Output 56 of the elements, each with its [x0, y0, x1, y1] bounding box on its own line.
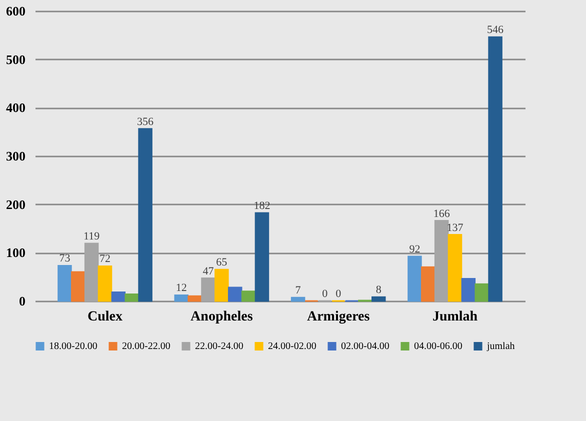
- data-label: 356: [137, 116, 154, 128]
- data-label: 8: [376, 284, 382, 296]
- bar: [254, 212, 270, 302]
- legend-label: 20.00-22.00: [122, 341, 170, 352]
- y-tick-label: 200: [6, 196, 26, 212]
- bar: [188, 295, 202, 302]
- bar: [58, 264, 72, 302]
- bar: [461, 278, 476, 302]
- data-label: 0: [322, 288, 328, 300]
- x-tick-label: Culex: [88, 310, 122, 324]
- data-label: 47: [202, 265, 214, 278]
- x-tick-label: Jumlah: [432, 310, 478, 324]
- bar: [488, 36, 502, 302]
- bar: [111, 292, 126, 302]
- data-label: 546: [487, 24, 504, 36]
- bar: [138, 128, 152, 302]
- y-tick-label: 400: [6, 100, 26, 116]
- legend-label: 22.00-24.00: [195, 341, 244, 352]
- y-tick-label: 300: [6, 148, 26, 164]
- bar: [228, 286, 242, 302]
- data-label: 72: [100, 253, 110, 266]
- x-tick-label: Anopheles: [190, 310, 254, 324]
- legend-label: 24.00-02.00: [268, 341, 316, 352]
- bar: [290, 296, 306, 302]
- data-label: 166: [433, 208, 450, 220]
- legend-label: 18.00-20.00: [49, 341, 98, 352]
- legend-label: 02.00-04.00: [341, 341, 390, 352]
- bar: [174, 294, 189, 302]
- bar: [201, 278, 216, 302]
- data-label: 119: [84, 230, 100, 242]
- data-label: 0: [336, 288, 342, 300]
- y-tick-label: 600: [6, 4, 26, 18]
- bar: [84, 242, 99, 302]
- bar: [124, 293, 139, 302]
- x-tick-label: Armigeres: [306, 310, 370, 324]
- bar: [214, 268, 229, 302]
- bar: [71, 271, 86, 302]
- data-label: 65: [216, 256, 228, 269]
- legend-label: jumlah: [486, 341, 515, 352]
- legend-label: 04.00-06.00: [414, 341, 462, 352]
- bar: [448, 234, 462, 302]
- data-label: 73: [59, 252, 71, 265]
- bar: [474, 283, 489, 302]
- bar: [421, 266, 436, 302]
- y-tick-label: 100: [6, 245, 26, 260]
- bar: [408, 256, 422, 302]
- bar: [241, 290, 256, 302]
- data-label: 137: [446, 222, 464, 234]
- y-tick-label: 0: [19, 294, 26, 308]
- bar: [371, 296, 386, 302]
- bar: [434, 220, 449, 302]
- data-label: 7: [295, 284, 302, 297]
- bar: [98, 265, 112, 302]
- data-label: 12: [176, 282, 187, 294]
- y-tick-label: 500: [6, 52, 26, 67]
- data-label: 92: [409, 244, 420, 256]
